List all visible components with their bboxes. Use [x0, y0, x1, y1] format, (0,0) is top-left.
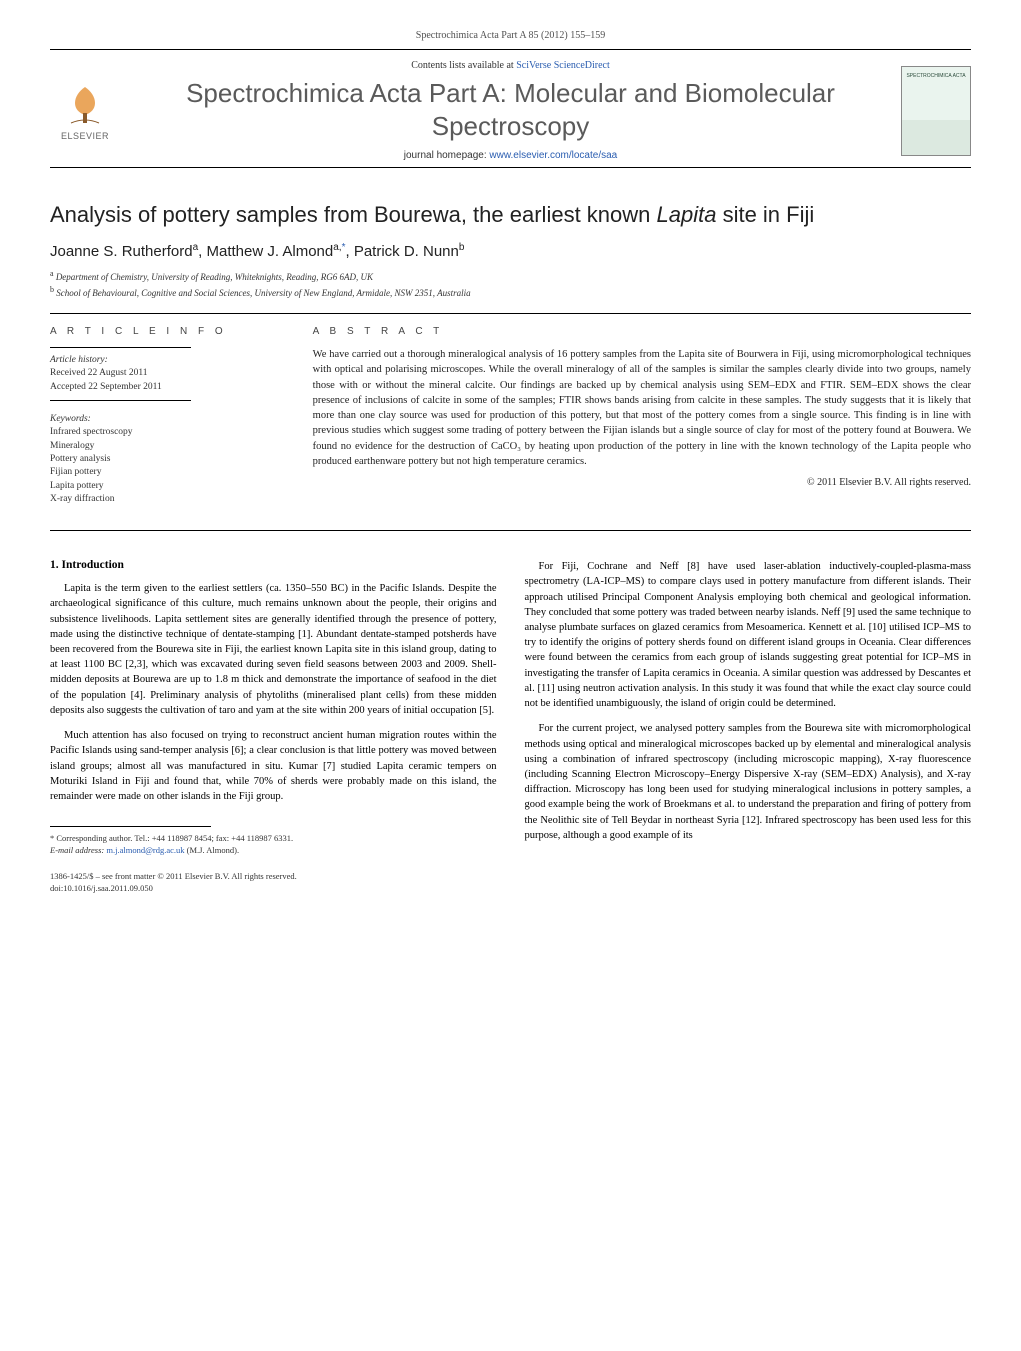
abstract-heading: A B S T R A C T [313, 326, 971, 337]
abstract-text: We have carried out a thorough mineralog… [313, 347, 971, 469]
corresponding-author-footnote: * Corresponding author. Tel.: +44 118987… [50, 833, 497, 857]
body-left-column: 1. Introduction Lapita is the term given… [50, 559, 497, 895]
keyword: Mineralogy [50, 440, 285, 453]
abstract-column: A B S T R A C T We have carried out a th… [299, 314, 971, 530]
sciencedirect-link[interactable]: SciVerse ScienceDirect [516, 60, 610, 71]
authors: Joanne S. Rutherford a, Matthew J. Almond… [50, 242, 971, 260]
front-matter-line: 1386-1425/$ – see front matter © 2011 El… [50, 871, 497, 883]
journal-title: Spectrochimica Acta Part A: Molecular an… [132, 77, 889, 142]
keyword: Lapita pottery [50, 480, 285, 493]
para: For Fiji, Cochrane and Neff [8] have use… [525, 559, 972, 711]
corresp-contact: Tel.: +44 118987 8454; fax: +44 118987 6… [134, 833, 293, 843]
accepted-date: Accepted 22 September 2011 [50, 381, 285, 394]
author-2-aff: a, [333, 242, 341, 253]
history-label: Article history: [50, 354, 285, 367]
keywords-block: Keywords: Infrared spectroscopy Mineralo… [50, 413, 285, 506]
doi-block: 1386-1425/$ – see front matter © 2011 El… [50, 871, 497, 895]
journal-cover-thumb: SPECTROCHIMICA ACTA [901, 66, 971, 156]
article-title: Analysis of pottery samples from Bourewa… [50, 202, 971, 228]
cover-label: SPECTROCHIMICA ACTA [906, 73, 965, 79]
corresp-label: * Corresponding author. [50, 833, 134, 843]
journal-running-head: Spectrochimica Acta Part A 85 (2012) 155… [50, 30, 971, 41]
corresp-email-link[interactable]: m.j.almond@rdg.ac.uk [106, 845, 184, 855]
aff-text-b: School of Behavioural, Cognitive and Soc… [56, 288, 470, 298]
author-2: Matthew J. Almond [207, 243, 334, 260]
homepage-prefix: journal homepage: [404, 150, 490, 161]
email-owner: (M.J. Almond). [185, 845, 240, 855]
keyword: X-ray diffraction [50, 493, 285, 506]
para: For the current project, we analysed pot… [525, 721, 972, 843]
publisher-name: ELSEVIER [61, 131, 109, 141]
publisher-logo: ELSEVIER [50, 81, 120, 141]
footnote-rule [50, 826, 211, 827]
received-date: Received 22 August 2011 [50, 367, 285, 380]
section-1-heading: 1. Introduction [50, 559, 497, 571]
author-1-aff: a [193, 242, 199, 253]
masthead: ELSEVIER Contents lists available at Sci… [50, 50, 971, 168]
body-right-column: For Fiji, Cochrane and Neff [8] have use… [525, 559, 972, 895]
article-info-heading: A R T I C L E I N F O [50, 326, 285, 337]
para: Lapita is the term given to the earliest… [50, 581, 497, 718]
keyword: Fijian pottery [50, 466, 285, 479]
author-3-aff: b [459, 242, 465, 253]
homepage-line: journal homepage: www.elsevier.com/locat… [132, 150, 889, 161]
info-abstract-row: A R T I C L E I N F O Article history: R… [50, 313, 971, 531]
affiliations: a Department of Chemistry, University of… [50, 268, 971, 299]
title-part-1: Analysis of pottery samples from Bourewa… [50, 202, 657, 227]
contents-line: Contents lists available at SciVerse Sci… [132, 60, 889, 71]
author-3: Patrick D. Nunn [354, 243, 459, 260]
aff-text-a: Department of Chemistry, University of R… [56, 272, 373, 282]
para: Much attention has also focused on tryin… [50, 728, 497, 804]
doi-line: doi:10.1016/j.saa.2011.09.050 [50, 883, 497, 895]
masthead-center: Contents lists available at SciVerse Sci… [120, 60, 901, 161]
keyword: Pottery analysis [50, 453, 285, 466]
email-label: E-mail address: [50, 845, 106, 855]
affiliation-a: a Department of Chemistry, University of… [50, 268, 971, 284]
abstract-copyright: © 2011 Elsevier B.V. All rights reserved… [313, 477, 971, 488]
keyword: Infrared spectroscopy [50, 426, 285, 439]
title-italic: Lapita [657, 202, 717, 227]
contents-prefix: Contents lists available at [411, 60, 516, 71]
aff-sup-a: a [50, 269, 54, 278]
author-1: Joanne S. Rutherford [50, 243, 193, 260]
article-info-column: A R T I C L E I N F O Article history: R… [50, 314, 299, 530]
article-history: Article history: Received 22 August 2011… [50, 347, 285, 401]
keywords-list: Infrared spectroscopy Mineralogy Pottery… [50, 426, 285, 506]
affiliation-b: b School of Behavioural, Cognitive and S… [50, 284, 971, 300]
homepage-link[interactable]: www.elsevier.com/locate/saa [489, 150, 617, 161]
aff-sup-b: b [50, 285, 54, 294]
body-two-column: 1. Introduction Lapita is the term given… [50, 559, 971, 895]
keywords-label: Keywords: [50, 413, 285, 426]
title-part-2: site in Fiji [716, 202, 814, 227]
author-2-corr: * [342, 242, 346, 253]
elsevier-tree-icon [61, 81, 109, 129]
